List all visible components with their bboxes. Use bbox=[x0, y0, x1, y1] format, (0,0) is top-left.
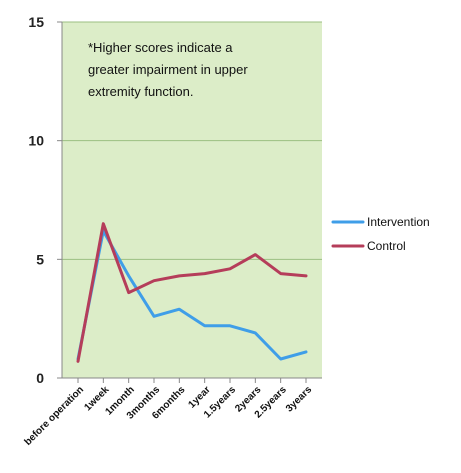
series-line-intervention bbox=[76, 229, 308, 361]
gridlines bbox=[62, 21, 322, 260]
series-lines bbox=[76, 222, 308, 363]
x-tick-label: before operation bbox=[23, 384, 87, 448]
y-tick-label: 0 bbox=[36, 370, 44, 386]
y-tick-label: 5 bbox=[36, 251, 44, 267]
annotation-line: greater impairment in upper bbox=[88, 62, 248, 77]
annotation-line: extremity function. bbox=[88, 84, 194, 99]
x-tick-labels: before operation1week1month3months6month… bbox=[23, 384, 315, 448]
series-line-control bbox=[76, 222, 308, 363]
y-tick-label: 10 bbox=[28, 133, 44, 149]
annotation-line: *Higher scores indicate a bbox=[88, 40, 233, 55]
legend: Intervention Control bbox=[331, 215, 430, 253]
legend-label: Intervention bbox=[367, 215, 430, 229]
y-axis bbox=[57, 21, 63, 379]
x-axis bbox=[62, 377, 322, 383]
y-tick-label: 15 bbox=[28, 14, 44, 30]
x-tick-label: 3years bbox=[284, 384, 315, 415]
annotation: *Higher scores indicate a greater impair… bbox=[88, 40, 248, 99]
y-tick-labels: 0 5 10 15 bbox=[28, 14, 44, 386]
legend-label: Control bbox=[367, 239, 406, 253]
